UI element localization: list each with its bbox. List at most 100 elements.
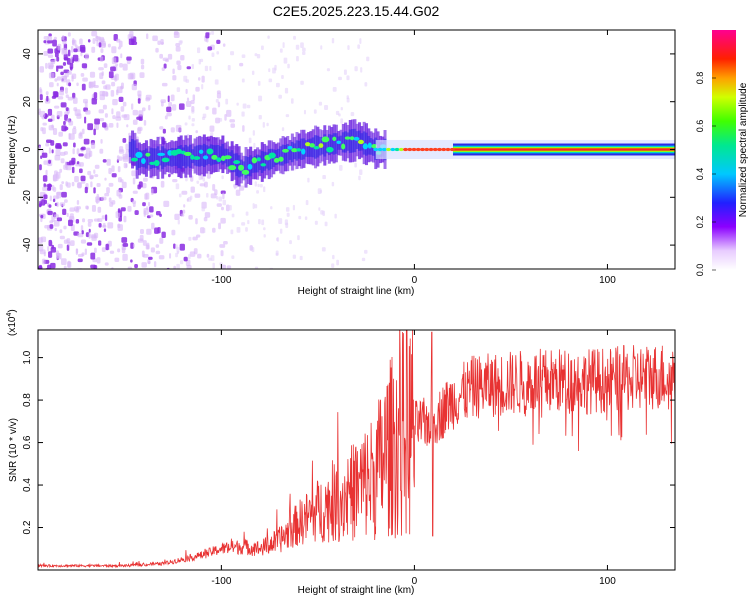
noise-cell (100, 138, 103, 144)
noise-cell (98, 223, 102, 228)
colorbar-gradient (712, 30, 736, 270)
x-tick-label: 0 (412, 275, 418, 286)
noise-cell (100, 196, 107, 201)
noise-cell (142, 177, 148, 182)
y-tick-label: 0 (22, 146, 33, 152)
noise-cell (173, 243, 176, 249)
noise-cell (56, 56, 60, 62)
noise-cell (298, 215, 302, 220)
ridge-blob (449, 147, 455, 152)
noise-cell (239, 185, 245, 191)
ridge-band (279, 146, 283, 166)
noise-cell (132, 119, 138, 125)
noise-cell (211, 52, 215, 57)
noise-cell (126, 56, 132, 61)
noise-cell (296, 55, 299, 62)
noise-cell (176, 263, 180, 269)
noise-cell (147, 260, 151, 265)
noise-cell (236, 227, 241, 233)
noise-cell (105, 243, 109, 251)
noise-cell (136, 136, 139, 140)
snr-line (38, 330, 675, 569)
noise-cell (131, 73, 134, 80)
noise-cell (43, 51, 49, 56)
noise-cell (318, 101, 323, 106)
noise-cell (71, 166, 75, 174)
ridge-band (346, 132, 350, 151)
noise-cell (120, 179, 124, 183)
ridge-band (193, 146, 197, 166)
ridge-band (362, 131, 366, 155)
noise-cell (175, 252, 178, 258)
y-tick-label: -20 (22, 190, 33, 205)
y-tick-label: 0.8 (22, 393, 33, 407)
ridge-band (304, 140, 308, 157)
noise-cell (131, 83, 137, 91)
noise-cell (73, 48, 78, 53)
noise-cell (299, 255, 303, 261)
noise-cell (116, 38, 121, 43)
noise-cell (195, 86, 200, 92)
ridge-band (332, 133, 336, 155)
noise-cell (121, 181, 127, 189)
noise-cell (252, 130, 255, 136)
noise-cell (140, 229, 144, 234)
noise-cell (319, 189, 323, 193)
noise-cell (57, 243, 63, 249)
noise-cell (117, 46, 121, 50)
noise-cell (94, 164, 100, 169)
noise-cell (40, 127, 44, 132)
noise-cell (81, 128, 85, 135)
ridge-blob (394, 147, 400, 152)
noise-cell (284, 87, 289, 94)
noise-cell (256, 190, 259, 194)
noise-cell (131, 103, 134, 110)
ridge-blob (260, 163, 267, 167)
noise-cell (41, 258, 46, 265)
noise-cell (68, 82, 72, 87)
ridge-band (151, 148, 155, 169)
noise-cell (46, 95, 49, 102)
ridge-band (184, 144, 188, 169)
noise-cell (346, 97, 350, 103)
noise-cell (127, 34, 134, 40)
noise-cell (212, 227, 216, 233)
noise-cell (233, 184, 237, 190)
noise-cell (343, 69, 347, 75)
ridge-blob (398, 147, 404, 152)
noise-cell (80, 239, 87, 244)
noise-cell (95, 123, 100, 130)
ridge-blob (149, 161, 156, 166)
ridge-blob (305, 142, 311, 147)
ridge-band (131, 139, 135, 160)
noise-cell (65, 107, 69, 112)
ridge-blob (273, 157, 280, 163)
noise-cell (189, 195, 193, 200)
noise-cell (96, 193, 100, 200)
noise-cell (123, 114, 130, 121)
noise-cell (149, 214, 154, 218)
noise-cell (87, 123, 94, 131)
noise-cell (254, 266, 259, 269)
noise-cell (216, 90, 221, 94)
noise-cell (222, 43, 226, 47)
noise-cell (314, 220, 318, 225)
ridge-band (253, 156, 257, 173)
noise-cell (176, 60, 181, 66)
noise-cell (59, 235, 65, 240)
noise-cell (51, 185, 55, 191)
ridge-band (230, 150, 234, 173)
noise-cell (320, 45, 323, 50)
noise-cell (76, 161, 80, 165)
ridge-blob (341, 143, 346, 150)
noise-cell (354, 66, 358, 72)
noise-cell (121, 237, 128, 243)
noise-cell (88, 153, 91, 158)
ridge-band (205, 145, 209, 166)
noise-cell (47, 245, 50, 252)
noise-cell (108, 197, 112, 203)
noise-cell (38, 203, 42, 208)
noise-cell (91, 30, 98, 37)
ridge-blob (415, 147, 421, 152)
noise-cell (226, 109, 232, 117)
